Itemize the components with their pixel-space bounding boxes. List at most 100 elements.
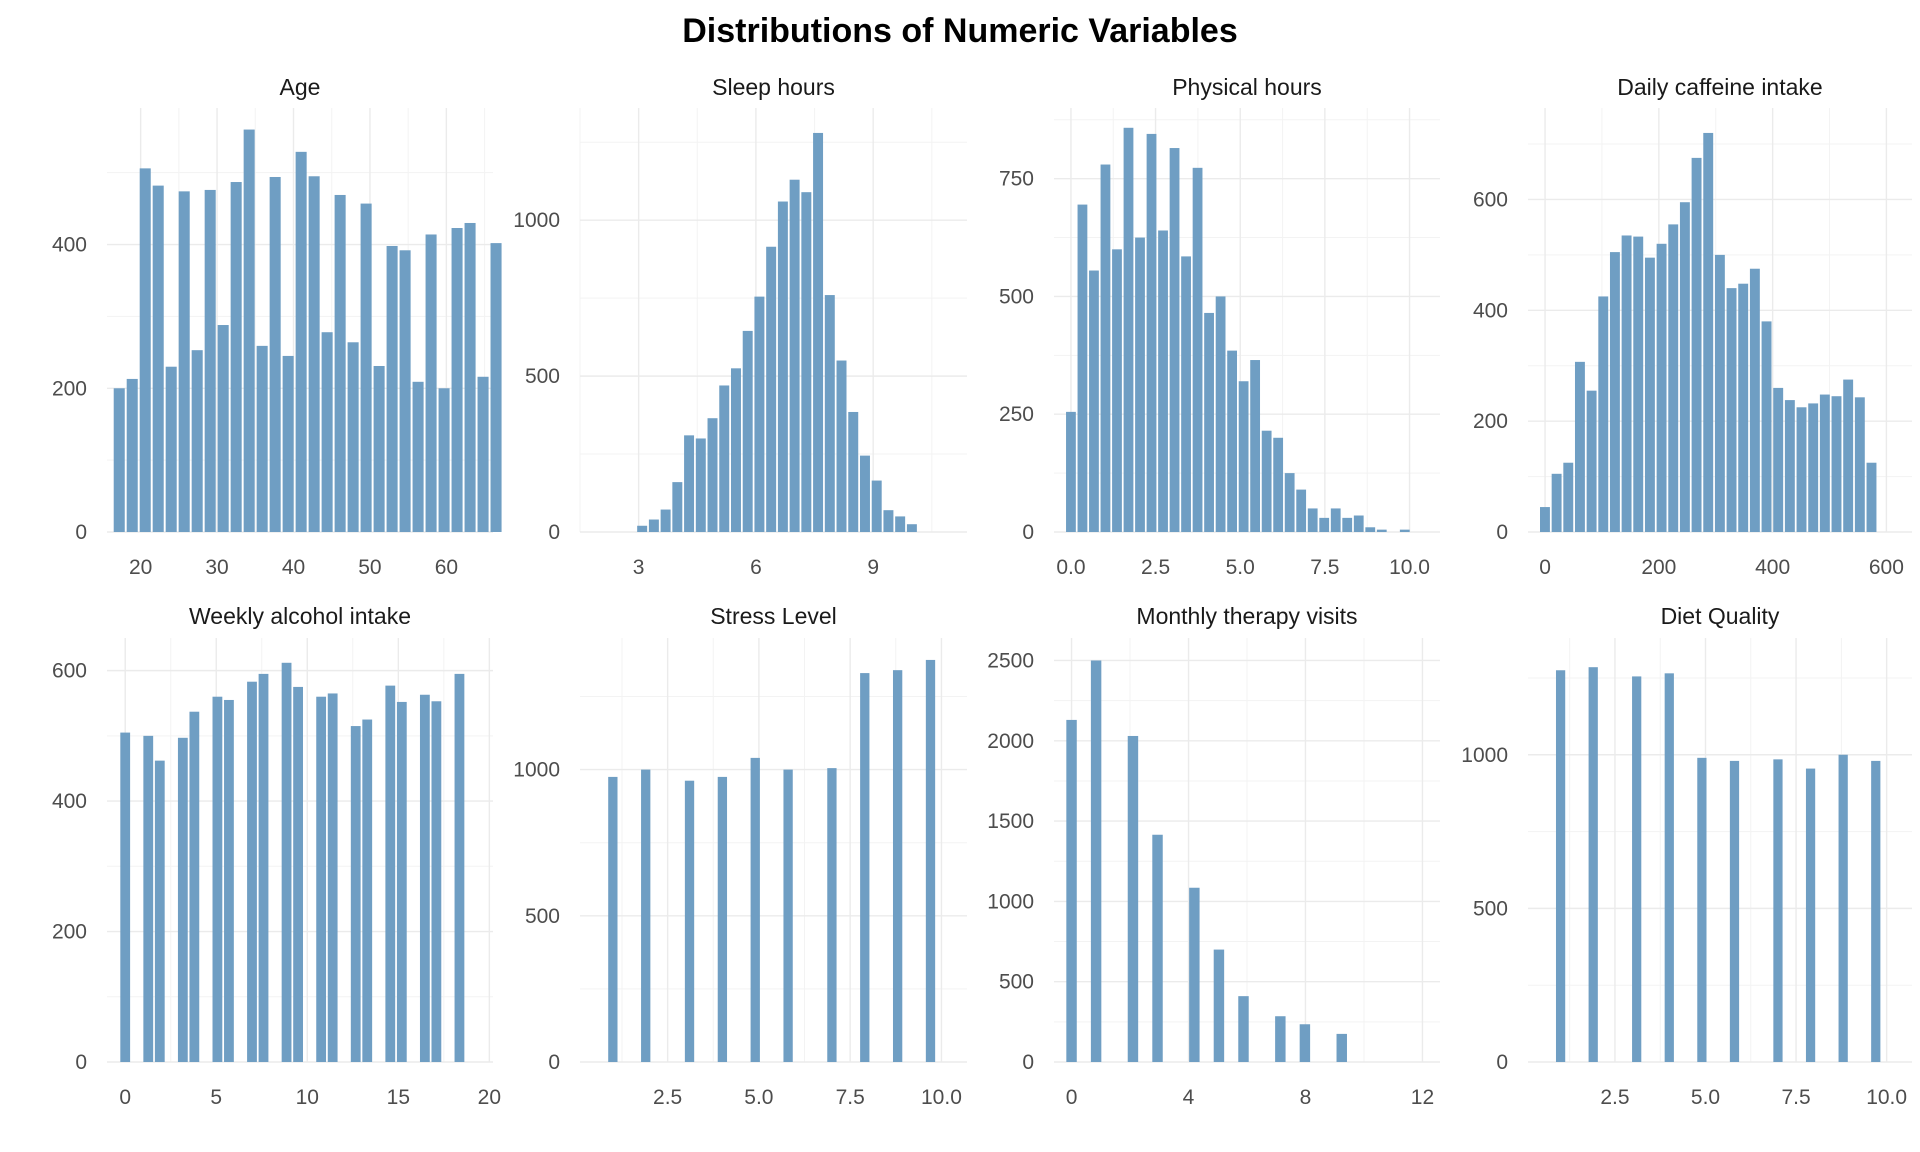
histogram-bar [1238,381,1249,532]
histogram-bar [883,510,894,532]
x-tick-label: 10.0 [1866,1086,1907,1109]
histogram-bar [1819,394,1830,532]
histogram-bar [1238,996,1249,1062]
histogram-bar [386,245,398,533]
histogram-bar [1679,202,1690,532]
y-tick-label: 500 [525,905,560,928]
histogram-bar [1077,204,1088,532]
histogram-bar [1204,312,1214,532]
histogram-panel: Physical hours 0 250 500 750 0.0 2.5 5.0 7.5 10.0 [999,74,1440,579]
histogram-bar [396,701,407,1062]
histogram-panel: Diet Quality 0 500 1000 2.5 5.0 7.5 10.0 [1461,603,1912,1109]
histogram-bar [1574,361,1585,532]
histogram-bar [1738,283,1749,532]
histogram-bar [1843,379,1854,532]
histogram-bar [454,673,465,1062]
panel-title: Weekly alcohol intake [189,603,411,629]
histogram-bar [1871,760,1881,1062]
histogram-bar [1135,237,1145,532]
histogram-bar [684,780,695,1062]
histogram-bar [1784,400,1795,532]
histogram-bar [637,525,648,532]
histogram-bar [1805,768,1816,1062]
panel-title: Diet Quality [1661,603,1780,629]
histogram-bar [1697,757,1707,1062]
histogram-bar [1146,133,1157,532]
histogram-bar [1127,735,1139,1062]
histogram-bar [1319,517,1330,532]
x-tick-label: 50 [358,556,381,579]
x-tick-label: 6 [750,556,762,579]
histogram-bar [1189,887,1200,1062]
histogram-bar [827,768,837,1062]
histogram-bar [719,385,730,532]
histogram-bar [243,129,255,532]
histogram-bar [1586,390,1597,532]
panel-title: Sleep hours [712,74,835,100]
histogram-bar [126,378,138,532]
histogram-bar [1365,527,1376,532]
histogram-bar [256,345,268,532]
x-tick-label: 30 [205,556,228,579]
panel-title: Physical hours [1172,74,1322,100]
histogram-bar [230,182,242,532]
histogram-bar [1066,411,1076,532]
histogram-bar [477,376,489,532]
histogram-bar [464,222,476,533]
histogram-bar [224,699,234,1062]
x-tick-label: 5.0 [744,1086,773,1109]
histogram-bar [1773,759,1783,1062]
histogram-bar [892,670,903,1062]
histogram-bar [269,176,281,533]
histogram-bar [1831,396,1842,532]
histogram-bar [608,776,618,1062]
histogram-bar [836,360,847,532]
histogram-bar [813,132,824,532]
histogram-bar [1761,321,1772,532]
x-tick-label: 5 [210,1086,222,1109]
histogram-bar [801,192,812,532]
histogram-bar [425,234,437,533]
histogram-bar [1284,473,1295,532]
histogram-bar [1609,252,1620,532]
histogram-bar [1808,403,1819,532]
histogram-bar [1215,296,1226,532]
histogram-bar [308,176,320,532]
x-tick-label: 10.0 [1389,556,1430,579]
x-tick-label: 3 [633,556,645,579]
histogram-bar [165,366,177,532]
histogram-panel: Sleep hours 0 500 1000 3 6 9 [513,74,967,579]
histogram-bar [783,769,793,1062]
x-tick-label: 15 [387,1086,410,1109]
histogram-bar [717,776,728,1062]
histogram-bar [684,435,695,532]
histogram-bar [1376,529,1387,532]
histogram-bar [385,685,396,1062]
histogram-bar [1181,256,1191,532]
histogram-bar [113,388,125,532]
histogram-bar [871,480,882,532]
histogram-bar [707,418,718,532]
histogram-bar [1588,667,1598,1062]
histogram-bar [204,189,216,532]
histogram-bar [120,732,131,1062]
histogram-bar [177,737,188,1062]
x-tick-label: 10.0 [921,1086,962,1109]
x-tick-label: 7.5 [1310,556,1339,579]
x-tick-label: 0 [1539,556,1551,579]
histogram-bar [1563,462,1574,532]
y-tick-label: 250 [999,403,1034,426]
x-tick-label: 2.5 [1600,1086,1629,1109]
x-tick-label: 0 [119,1086,131,1109]
histogram-bar [1729,760,1740,1062]
y-tick-label: 1000 [513,759,560,782]
histogram-bar [282,355,294,532]
histogram-bar [154,760,165,1062]
histogram-bar [1158,230,1168,533]
histogram-bar [412,381,424,532]
histogram-bar [1353,515,1364,532]
histogram-bar [327,693,338,1062]
x-tick-label: 60 [435,556,458,579]
histogram-bar [1123,127,1134,532]
